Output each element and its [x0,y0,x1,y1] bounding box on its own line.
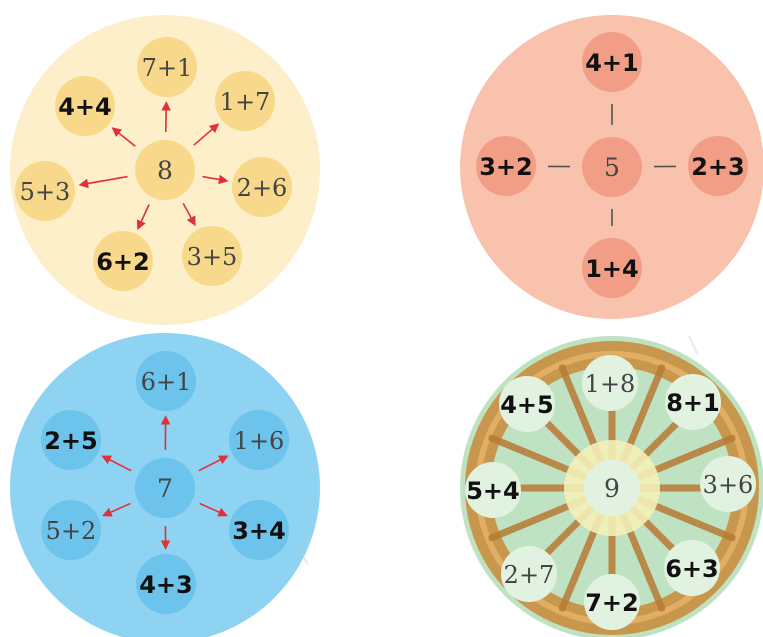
sum-bubble [215,71,275,131]
sum-bubble [182,226,242,286]
sum-label: 4+5 [500,391,554,419]
sum-label: 1+6 [234,427,285,455]
connector-arrow [101,455,132,472]
center-number: 7 [157,474,173,503]
sum-bubble [584,574,640,630]
sum-label: 6+2 [96,248,150,276]
sum-bubble [136,351,196,411]
sum-label: 4+1 [585,49,639,77]
sum-bubble [136,554,196,614]
connector-arrow [193,123,220,146]
sum-bubble [582,238,642,298]
wheel-five: 5 4+1 2+3 1+4 3+2 [460,15,763,319]
sum-label: 3+5 [187,243,238,271]
connector-arrow [202,174,229,185]
sum-bubble [665,374,721,430]
sum-label: 2+3 [691,153,745,181]
sum-bubble [700,456,756,512]
sum-bubble [499,376,555,432]
connector-arrow [199,502,228,517]
sum-bubble [137,37,197,97]
sum-bubble [465,462,521,518]
wheel-nine: 9 1+8 8+1 3+6 6+3 7+2 2+7 5+4 4+5 [460,336,763,637]
sum-bubble [93,231,153,291]
sum-bubble [41,410,101,470]
sum-label: 1+4 [585,255,639,283]
connector-arrow [78,175,128,189]
sum-label: 3+2 [479,153,533,181]
sum-bubble [688,136,748,196]
sum-bubble [582,355,638,411]
connector-arrow [102,502,131,517]
sum-label: 2+6 [237,174,288,202]
connector-arrow [198,455,229,472]
sum-label: 2+7 [504,561,555,589]
center-number: 5 [604,153,620,182]
sum-bubble [229,410,289,470]
wheel-seven: 7 6+1 1+6 3+4 4+3 5+2 2+5 [10,333,320,637]
sum-label: 6+1 [141,368,192,396]
sum-bubble [55,76,115,136]
center-number: 9 [604,474,620,503]
sum-bubble [229,500,289,560]
sum-label: 5+2 [46,517,97,545]
center-bubble [135,140,195,200]
sum-label: 4+3 [139,571,193,599]
sum-label: 1+7 [220,88,271,116]
center-number: 8 [157,156,173,185]
sum-bubble [41,500,101,560]
center-bubble [584,460,640,516]
center-bubble [582,137,642,197]
connector-arrow [136,204,150,231]
sum-label: 2+5 [44,427,98,455]
sum-label: 1+8 [585,370,636,398]
connector-arrow [161,101,171,133]
sum-label: 4+4 [58,93,112,121]
sum-bubble [15,161,75,221]
sum-label: 8+1 [666,389,720,417]
sum-bubble [501,546,557,602]
sum-label: 3+6 [703,471,754,499]
center-bubble [135,458,195,518]
connector-arrow [182,202,196,227]
sum-label: 7+1 [142,54,193,82]
sum-bubble [582,32,642,92]
sum-bubble [664,540,720,596]
sum-bubble [476,136,536,196]
sum-label: 5+4 [466,477,520,505]
sum-label: 3+4 [232,517,286,545]
connector-arrow [111,127,136,147]
sum-label: 7+2 [585,589,639,617]
sum-bubble [232,157,292,217]
wheel-eight: 8 7+1 1+7 2+6 3+5 6+2 5+3 4+4 [10,15,320,325]
sum-label: 5+3 [20,178,71,206]
sum-label: 6+3 [665,555,719,583]
